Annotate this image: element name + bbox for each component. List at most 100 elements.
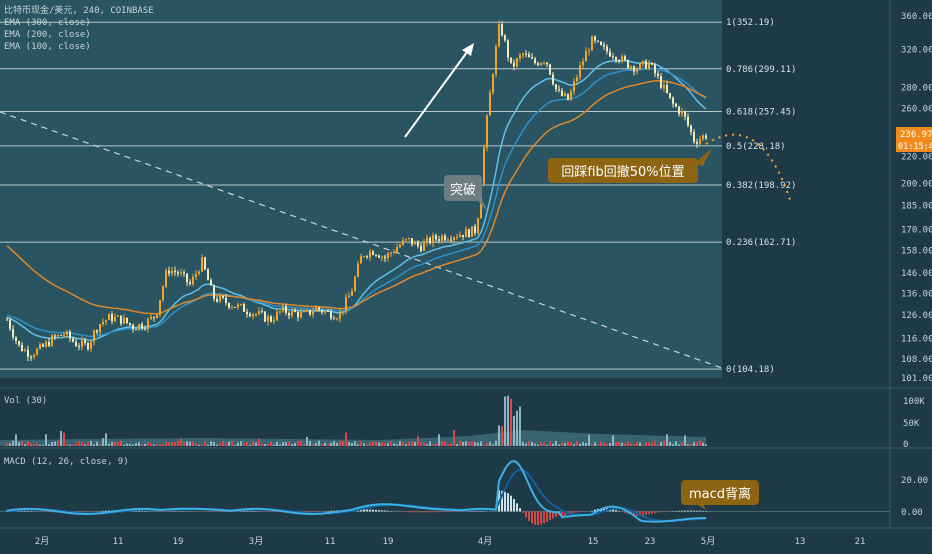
candle <box>15 337 17 341</box>
volume-bar <box>591 445 593 446</box>
volume-bar <box>195 443 197 446</box>
volume-bar <box>699 440 701 446</box>
volume-bar <box>327 444 329 446</box>
candle <box>651 63 653 65</box>
macd-hist-bar <box>273 511 275 512</box>
candle <box>420 246 422 251</box>
volume-bar <box>648 442 650 446</box>
candle <box>612 56 614 57</box>
time-tick: 11 <box>325 537 336 547</box>
candle <box>195 274 197 277</box>
macd-hist-bar <box>24 511 26 512</box>
ema300-legend[interactable]: EMA (300, close) <box>4 18 91 28</box>
volume-bar <box>270 442 272 446</box>
candle <box>561 91 563 96</box>
candle <box>540 63 542 65</box>
ema100-legend[interactable]: EMA (100, close) <box>4 42 91 52</box>
macd-tick: 0.00 <box>901 508 923 518</box>
candle <box>489 93 491 116</box>
candle <box>648 63 650 69</box>
volume-bar <box>387 443 389 446</box>
symbol-title[interactable]: 比特币现金/美元, 240, COINBASE <box>4 4 154 16</box>
volume-bar <box>603 443 605 446</box>
fib-label: 1(352.19) <box>726 18 775 28</box>
volume-bar <box>6 443 8 446</box>
volume-bar <box>681 442 683 446</box>
candle <box>468 229 470 237</box>
macd-title[interactable]: MACD (12, 26, close, 9) <box>4 457 129 467</box>
candle <box>552 75 554 85</box>
candle <box>324 311 326 312</box>
volume-bar <box>378 443 380 446</box>
volume-bar <box>69 445 71 446</box>
candle <box>657 74 659 77</box>
macd-hist-bar <box>27 511 29 512</box>
candle <box>252 314 254 316</box>
volume-bar <box>405 444 407 446</box>
volume-bar <box>60 431 62 446</box>
price-tick: 185.00 <box>901 202 932 212</box>
price-tick: 260.00 <box>901 105 932 115</box>
volume-bar <box>156 444 158 446</box>
volume-bar <box>393 444 395 446</box>
volume-bar <box>702 443 704 446</box>
volume-bar <box>621 443 623 446</box>
price-tick: 101.00 <box>901 374 932 384</box>
candle <box>471 226 473 237</box>
candle <box>192 277 194 284</box>
candle <box>159 300 161 315</box>
candle <box>444 236 446 240</box>
volume-bar <box>438 434 440 446</box>
volume-bar <box>618 442 620 446</box>
volume-bar <box>291 444 293 446</box>
ema200-legend[interactable]: EMA (200, close) <box>4 30 91 40</box>
candle <box>630 66 632 68</box>
candle <box>117 316 119 317</box>
volume-bar <box>663 441 665 446</box>
volume-bar <box>672 444 674 446</box>
candle <box>654 64 656 73</box>
candle <box>627 60 629 68</box>
macd-hist-bar <box>141 511 143 512</box>
candle <box>333 318 335 319</box>
candle <box>531 57 533 58</box>
candle <box>306 310 308 311</box>
volume-bar <box>531 442 533 446</box>
candle <box>99 324 101 332</box>
candle <box>327 311 329 312</box>
volume-bar <box>468 442 470 446</box>
macd-hist-bar <box>48 511 50 512</box>
current-price: 236.97 <box>900 130 932 140</box>
candle <box>42 344 44 346</box>
candle <box>315 307 317 311</box>
candle <box>243 304 245 312</box>
volume-bar <box>204 441 206 446</box>
volume-bar <box>594 442 596 446</box>
candle <box>507 40 509 57</box>
time-tick: 21 <box>855 537 866 547</box>
volume-bar <box>582 442 584 446</box>
candle <box>363 256 365 257</box>
macd-hist-bar <box>651 511 653 513</box>
volume-bar <box>24 444 26 446</box>
candle <box>75 342 77 347</box>
candle <box>696 142 698 144</box>
volume-bar <box>114 442 116 446</box>
candle <box>24 350 26 351</box>
volume-bar <box>501 426 503 446</box>
candle <box>21 345 23 351</box>
candle <box>663 85 665 88</box>
candle <box>564 94 566 96</box>
candle <box>606 47 608 52</box>
candle <box>168 270 170 273</box>
candle <box>30 357 32 358</box>
volume-bar <box>456 444 458 446</box>
candle <box>702 135 704 139</box>
volume-bar <box>78 441 80 446</box>
candle <box>360 256 362 263</box>
candle <box>12 329 14 338</box>
volume-bar <box>372 441 374 446</box>
candle <box>414 242 416 245</box>
volume-title[interactable]: Vol (30) <box>4 396 47 406</box>
